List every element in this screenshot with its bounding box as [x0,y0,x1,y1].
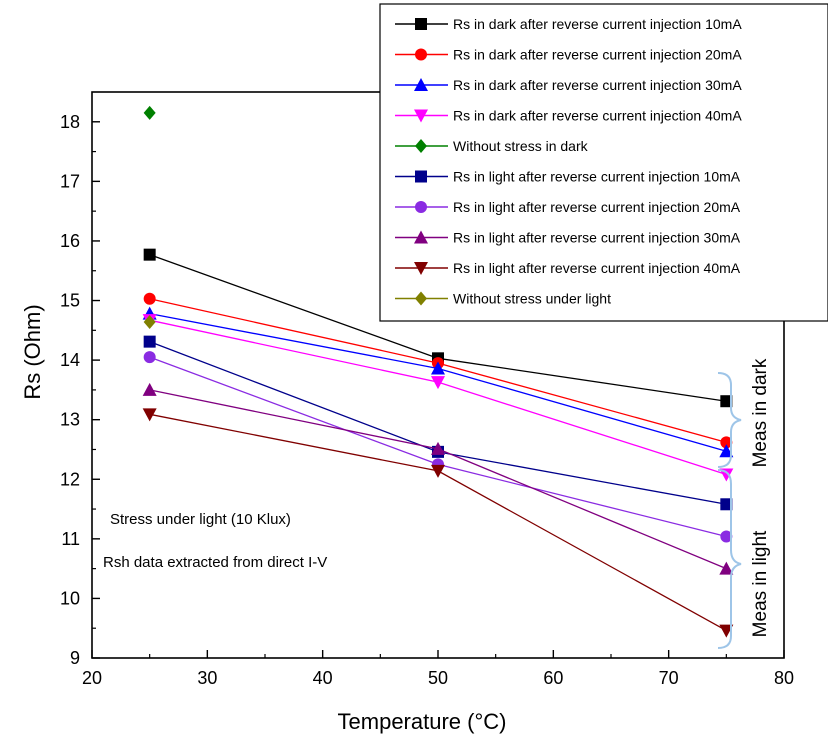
y-tick-label: 10 [60,588,80,608]
y-tick-label: 14 [60,350,80,370]
legend-label: Rs in dark after reverse current injecti… [453,108,742,124]
y-tick-label: 16 [60,231,80,251]
data-point [144,293,156,305]
bracket-label-light: Meas in light [750,530,771,637]
y-axis: 9 10 11 12 13 14 15 16 17 18 [60,112,100,668]
legend-marker [415,201,427,213]
legend-label: Without stress in dark [453,138,589,154]
x-axis-label: Temperature (°C) [338,709,507,734]
data-point [144,351,156,363]
series-line [150,390,727,569]
data-point [144,106,156,120]
legend-marker [415,49,427,61]
x-tick-label: 60 [543,668,563,688]
x-tick-label: 30 [197,668,217,688]
legend-label: Rs in light after reverse current inject… [453,230,741,246]
x-tick-label: 80 [774,668,794,688]
y-tick-label: 18 [60,112,80,132]
legend-label: Rs in light after reverse current inject… [453,260,741,276]
data-point [144,336,156,348]
legend-label: Rs in light after reverse current inject… [453,169,741,185]
y-tick-label: 11 [61,529,80,549]
data-point [144,249,156,261]
annotation-stress: Stress under light (10 Klux) [110,511,291,528]
x-tick-label: 50 [428,668,448,688]
legend: Rs in dark after reverse current injecti… [380,4,828,321]
annotation-rsh: Rsh data extracted from direct I-V [103,554,327,571]
y-tick-label: 13 [60,410,80,430]
legend-label: Without stress under light [453,291,611,307]
x-axis: 20 30 40 50 60 70 80 [82,650,794,688]
y-tick-label: 17 [60,171,80,191]
y-tick-label: 9 [70,648,80,668]
y-tick-label: 15 [60,291,80,311]
series [143,383,734,575]
x-tick-label: 40 [313,668,333,688]
data-point [431,376,445,389]
legend-label: Rs in dark after reverse current injecti… [453,16,742,32]
x-tick-label: 20 [82,668,102,688]
x-tick-label: 70 [659,668,679,688]
legend-marker [415,18,427,30]
data-point [431,465,445,478]
data-point [143,383,157,396]
y-tick-label: 12 [60,469,80,489]
series [144,106,156,120]
bracket-label-dark: Meas in dark [750,358,771,467]
legend-label: Rs in dark after reverse current injecti… [453,47,742,63]
bracket-light [718,470,741,648]
y-axis-label: Rs (Ohm) [20,304,45,399]
legend-label: Rs in dark after reverse current injecti… [453,77,742,93]
legend-marker [415,171,427,183]
legend-label: Rs in light after reverse current inject… [453,199,741,215]
